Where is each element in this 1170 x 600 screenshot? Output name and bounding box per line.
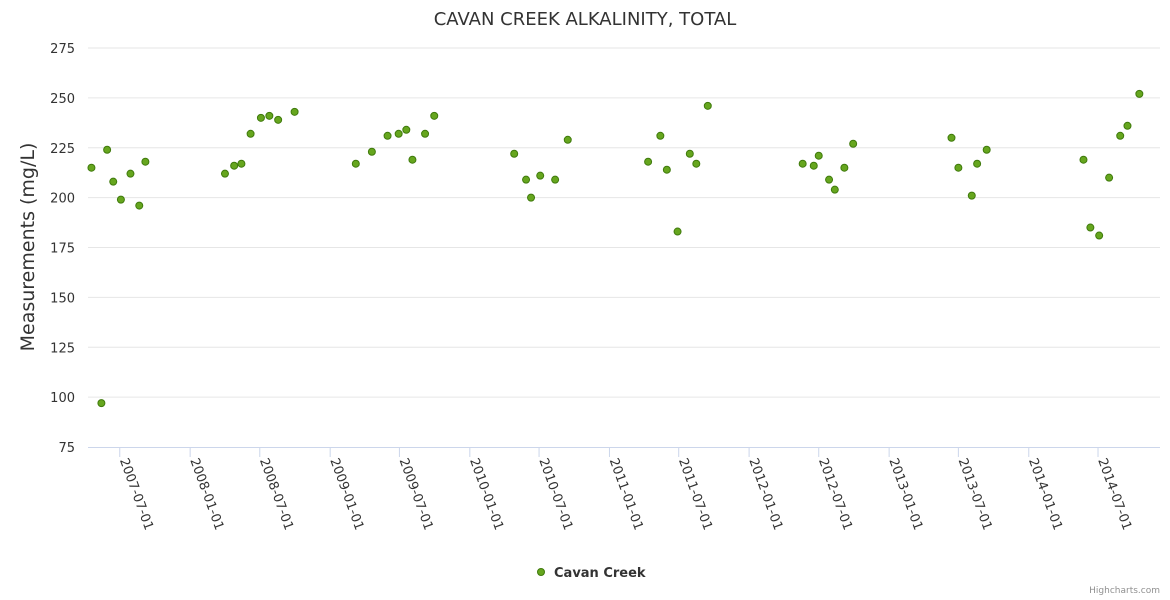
data-point[interactable] [246,129,255,138]
x-axis: 2007-07-01 2008-01-01 2008-07-01 2009-01-01… [88,447,1160,532]
data-point[interactable] [421,129,430,138]
x-tick-label: 2011-07-01 [675,456,715,532]
data-point[interactable] [394,129,403,138]
data-point[interactable] [1105,173,1114,182]
y-axis-ticks: 75 100 125 150 175 200 225 250 275 [50,42,75,456]
data-point[interactable] [408,155,417,164]
x-tick-label: 2014-07-01 [1094,456,1134,532]
data-point[interactable] [1086,223,1095,232]
data-point[interactable] [656,131,665,140]
data-point[interactable] [673,227,682,236]
data-point[interactable] [265,111,274,120]
data-point[interactable] [825,175,834,184]
data-point[interactable] [237,159,246,168]
y-tick-label: 75 [58,441,75,456]
data-point[interactable] [367,147,376,156]
chart-title: CAVAN CREEK ALKALINITY, TOTAL [434,9,737,30]
data-point[interactable] [954,163,963,172]
data-point[interactable] [814,151,823,160]
data-point[interactable] [967,191,976,200]
y-gridlines [88,47,1160,398]
data-point[interactable] [809,161,818,170]
data-point[interactable] [402,125,411,134]
data-point[interactable] [109,177,118,186]
data-point[interactable] [103,145,112,154]
x-tick-label: 2008-01-01 [186,456,226,532]
x-tick-label: 2012-01-01 [745,456,785,532]
x-tick-label: 2013-07-01 [955,456,995,532]
data-point[interactable] [703,101,712,110]
y-tick-label: 225 [50,142,75,157]
data-point[interactable] [551,175,560,184]
legend-marker [537,568,545,576]
data-point[interactable] [126,169,135,178]
x-tick-label: 2008-07-01 [256,456,296,532]
data-point[interactable] [522,175,531,184]
data-point[interactable] [982,145,991,154]
x-tick-label: 2009-01-01 [326,456,366,532]
data-point[interactable] [220,169,229,178]
series-cavan-creek [87,89,1144,408]
data-point[interactable] [510,149,519,158]
y-tick-label: 150 [50,291,75,306]
x-tick-label: 2010-01-01 [466,456,506,532]
data-point[interactable] [798,159,807,168]
data-point[interactable] [947,133,956,142]
data-point[interactable] [563,135,572,144]
legend[interactable]: Cavan Creek [537,566,646,581]
y-tick-label: 175 [50,242,75,257]
x-tick-label: 2013-01-01 [885,456,925,532]
x-tick-label: 2011-01-01 [606,456,646,532]
y-tick-label: 275 [50,42,75,57]
data-point[interactable] [1095,231,1104,240]
data-point[interactable] [1135,89,1144,98]
data-point[interactable] [1116,131,1125,140]
y-tick-label: 200 [50,192,75,207]
y-axis-label: Measurements (mg/L) [17,143,39,352]
x-tick-label: 2014-01-01 [1025,456,1065,532]
data-point[interactable] [849,139,858,148]
y-tick-label: 125 [50,341,75,356]
data-point[interactable] [256,113,265,122]
data-point[interactable] [527,193,536,202]
x-tick-label: 2007-07-01 [116,456,156,532]
data-point[interactable] [1079,155,1088,164]
y-tick-label: 250 [50,92,75,107]
data-point[interactable] [692,159,701,168]
credits-link[interactable]: Highcharts.com [1089,586,1160,596]
data-point[interactable] [97,399,106,408]
data-point[interactable] [644,157,653,166]
data-point[interactable] [290,107,299,116]
x-tick-label: 2010-07-01 [535,456,575,532]
data-point[interactable] [274,115,283,124]
data-point[interactable] [1123,121,1132,130]
data-point[interactable] [141,157,150,166]
data-point[interactable] [230,161,239,170]
legend-label[interactable]: Cavan Creek [554,566,646,581]
data-point[interactable] [351,159,360,168]
data-point[interactable] [662,165,671,174]
data-point[interactable] [973,159,982,168]
data-point[interactable] [383,131,392,140]
x-tick-label: 2009-07-01 [396,456,436,532]
data-point[interactable] [840,163,849,172]
y-tick-label: 100 [50,391,75,406]
data-point[interactable] [135,201,144,210]
x-tick-label: 2012-07-01 [815,456,855,532]
data-point[interactable] [830,185,839,194]
data-point[interactable] [430,111,439,120]
data-point[interactable] [116,195,125,204]
data-point[interactable] [536,171,545,180]
data-point[interactable] [685,149,694,158]
data-point[interactable] [87,163,96,172]
